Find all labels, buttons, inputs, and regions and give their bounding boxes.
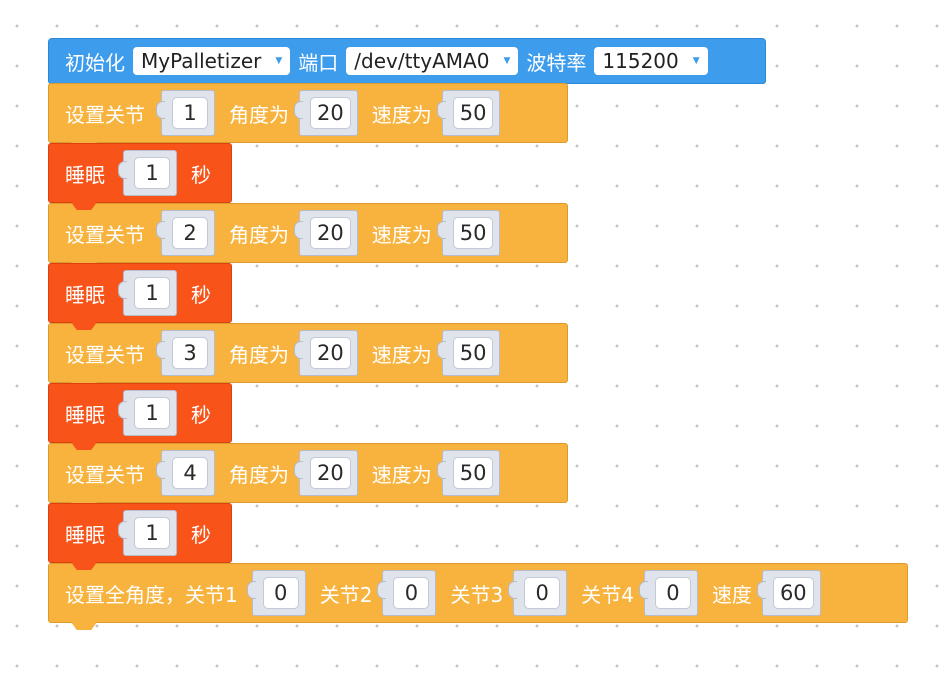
sleep-seconds-field[interactable]: 1 — [134, 157, 170, 189]
set-all-angles-block[interactable]: 设置全角度，关节1 0 关节2 0 关节3 0 关节4 0 速度 60 — [48, 563, 908, 630]
sleep-socket[interactable]: 1 — [118, 390, 177, 436]
speed-label: 速度 — [711, 582, 752, 607]
device-dropdown[interactable]: MyPalletizer ▼ — [133, 47, 291, 75]
set-joint-block[interactable]: 设置关节 2 角度为 20 速度为 50 — [48, 203, 568, 270]
angle-field[interactable]: 20 — [310, 337, 351, 369]
sleep-block[interactable]: 睡眠 1 秒 — [48, 503, 232, 570]
set-joint-block[interactable]: 设置关节 4 角度为 20 速度为 50 — [48, 443, 568, 510]
baud-dropdown[interactable]: 115200 ▼ — [594, 47, 708, 75]
joint1-angle-field[interactable]: 0 — [262, 577, 299, 609]
speed-socket[interactable]: 50 — [436, 450, 501, 496]
angle-socket[interactable]: 20 — [294, 210, 358, 256]
joint4-label: 关节4 — [581, 582, 634, 607]
angle-socket[interactable]: 20 — [294, 330, 358, 376]
port-value: /dev/ttyAMA0 — [354, 49, 490, 73]
set-joint-label: 设置关节 — [65, 462, 145, 487]
speed-field[interactable]: 50 — [452, 337, 494, 369]
speed-socket[interactable]: 50 — [436, 210, 501, 256]
speed-field[interactable]: 50 — [452, 457, 494, 489]
speed-label: 速度为 — [371, 102, 432, 127]
speed-label: 速度为 — [371, 342, 432, 367]
angle-socket[interactable]: 20 — [294, 90, 358, 136]
joint2-label: 关节2 — [319, 582, 373, 607]
joint3-angle-field[interactable]: 0 — [524, 577, 561, 609]
joint3-label: 关节3 — [450, 582, 504, 607]
speed-label: 速度为 — [371, 222, 432, 247]
block-stack[interactable]: 初始化 MyPalletizer ▼ 端口 /dev/ttyAMA0 ▼ 波特率… — [48, 38, 908, 638]
block-notch — [71, 442, 97, 450]
speed-field[interactable]: 50 — [452, 217, 494, 249]
dropdown-arrow-icon: ▼ — [692, 56, 700, 66]
sleep-block[interactable]: 睡眠 1 秒 — [48, 143, 232, 210]
sleep-unit-label: 秒 — [191, 162, 211, 187]
set-joint-label: 设置关节 — [65, 102, 145, 127]
angle-label: 角度为 — [229, 102, 289, 127]
set-all-angles-label: 设置全角度，关节1 — [65, 582, 238, 607]
speed-field[interactable]: 60 — [772, 577, 814, 609]
init-block[interactable]: 初始化 MyPalletizer ▼ 端口 /dev/ttyAMA0 ▼ 波特率… — [48, 38, 766, 91]
joint-socket[interactable]: 1 — [156, 90, 215, 136]
baud-value: 115200 — [602, 49, 679, 73]
set-joint-label: 设置关节 — [65, 342, 145, 367]
sleep-seconds-field[interactable]: 1 — [134, 517, 170, 549]
block-notch — [71, 622, 97, 630]
speed-label: 速度为 — [371, 462, 432, 487]
init-label: 初始化 — [65, 50, 125, 75]
angle-socket[interactable]: 20 — [294, 450, 358, 496]
angle-label: 角度为 — [229, 342, 289, 367]
sleep-seconds-field[interactable]: 1 — [134, 277, 170, 309]
block-notch — [71, 562, 97, 570]
speed-socket[interactable]: 60 — [756, 570, 821, 616]
port-label: 端口 — [298, 50, 339, 75]
speed-field[interactable]: 50 — [452, 97, 494, 129]
block-notch — [71, 202, 97, 210]
angle-label: 角度为 — [229, 222, 289, 247]
joint1-socket[interactable]: 0 — [246, 570, 306, 616]
joint-number-field[interactable]: 1 — [172, 97, 208, 129]
sleep-unit-label: 秒 — [191, 402, 211, 427]
sleep-socket[interactable]: 1 — [118, 150, 177, 196]
joint4-angle-field[interactable]: 0 — [654, 577, 691, 609]
dropdown-arrow-icon: ▼ — [503, 56, 511, 66]
sleep-label: 睡眠 — [65, 282, 105, 307]
joint-number-field[interactable]: 4 — [172, 457, 208, 489]
sleep-label: 睡眠 — [65, 162, 105, 187]
sleep-label: 睡眠 — [65, 522, 105, 547]
joint-socket[interactable]: 3 — [156, 330, 215, 376]
sleep-socket[interactable]: 1 — [118, 270, 177, 316]
joint3-socket[interactable]: 0 — [508, 570, 568, 616]
sleep-socket[interactable]: 1 — [118, 510, 177, 556]
set-joint-block[interactable]: 设置关节 1 角度为 20 速度为 50 — [48, 83, 568, 150]
set-joint-label: 设置关节 — [65, 222, 145, 247]
angle-field[interactable]: 20 — [310, 97, 351, 129]
set-joint-block[interactable]: 设置关节 3 角度为 20 速度为 50 — [48, 323, 568, 390]
angle-label: 角度为 — [229, 462, 289, 487]
dropdown-arrow-icon: ▼ — [275, 56, 283, 66]
joint4-socket[interactable]: 0 — [638, 570, 698, 616]
joint-socket[interactable]: 2 — [156, 210, 215, 256]
baud-label: 波特率 — [526, 50, 587, 75]
sleep-block[interactable]: 睡眠 1 秒 — [48, 383, 232, 450]
joint-socket[interactable]: 4 — [156, 450, 215, 496]
speed-socket[interactable]: 50 — [436, 90, 501, 136]
sleep-unit-label: 秒 — [191, 522, 211, 547]
device-value: MyPalletizer — [141, 49, 262, 73]
sleep-block[interactable]: 睡眠 1 秒 — [48, 263, 232, 330]
sleep-unit-label: 秒 — [191, 282, 211, 307]
angle-field[interactable]: 20 — [310, 217, 351, 249]
block-notch — [71, 322, 97, 330]
joint2-angle-field[interactable]: 0 — [393, 577, 430, 609]
angle-field[interactable]: 20 — [310, 457, 351, 489]
sleep-seconds-field[interactable]: 1 — [134, 397, 170, 429]
sleep-label: 睡眠 — [65, 402, 105, 427]
joint-number-field[interactable]: 3 — [172, 337, 208, 369]
port-dropdown[interactable]: /dev/ttyAMA0 ▼ — [346, 47, 519, 75]
joint-number-field[interactable]: 2 — [172, 217, 208, 249]
joint2-socket[interactable]: 0 — [377, 570, 437, 616]
speed-socket[interactable]: 50 — [436, 330, 501, 376]
